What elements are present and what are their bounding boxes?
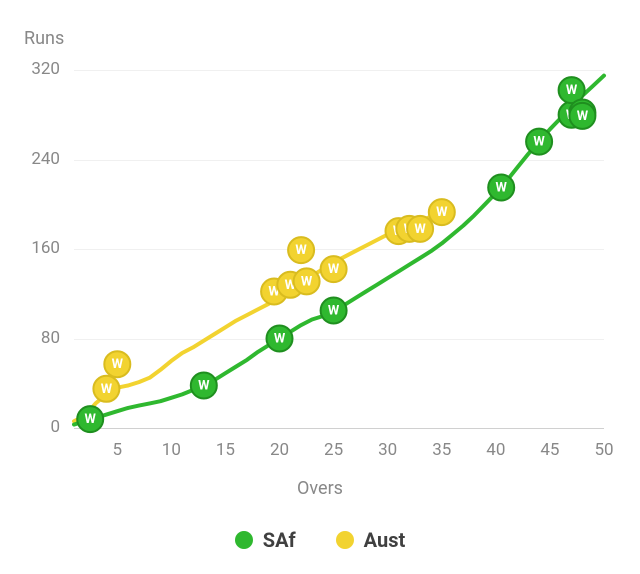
- legend-swatch-saf: [235, 531, 253, 549]
- wicket-marker-aust: W: [104, 351, 130, 377]
- wicket-marker-saf: W: [77, 406, 103, 432]
- x-tick-label: 40: [486, 440, 505, 460]
- wicket-marker-saf: W: [267, 326, 293, 352]
- legend-item-saf: SAf: [235, 528, 296, 552]
- x-tick-label: 10: [162, 440, 181, 460]
- legend-label: Aust: [364, 528, 406, 552]
- legend-item-aust: Aust: [336, 528, 406, 552]
- wicket-marker-aust: W: [407, 216, 433, 242]
- svg-text:W: W: [566, 83, 578, 98]
- svg-text:W: W: [436, 205, 448, 220]
- x-tick-label: 50: [594, 440, 613, 460]
- worm-chart: Runs 080160240320 WWWWWWWWWWWWWWWWWWWWW …: [0, 0, 640, 574]
- svg-text:W: W: [328, 262, 340, 277]
- series-line-aust: [74, 212, 442, 421]
- svg-text:W: W: [496, 181, 508, 196]
- x-axis-title: Overs: [0, 478, 640, 499]
- x-tick-label: 20: [270, 440, 289, 460]
- svg-text:W: W: [85, 412, 97, 427]
- x-tick-label: 5: [112, 440, 122, 460]
- wicket-marker-aust: W: [93, 376, 119, 402]
- svg-text:W: W: [295, 243, 307, 258]
- x-tick-label: 45: [540, 440, 559, 460]
- series-line-saf: [74, 76, 604, 425]
- svg-text:W: W: [533, 135, 545, 150]
- legend: SAf Aust: [0, 528, 640, 552]
- svg-text:W: W: [328, 304, 340, 319]
- x-tick-label: 15: [216, 440, 235, 460]
- x-tick-label: 35: [432, 440, 451, 460]
- x-tick-label: 25: [324, 440, 343, 460]
- legend-label: SAf: [263, 528, 296, 552]
- svg-text:W: W: [274, 332, 286, 347]
- wicket-marker-saf: W: [569, 103, 595, 129]
- legend-swatch-aust: [336, 531, 354, 549]
- wicket-marker-aust: W: [288, 237, 314, 263]
- wicket-marker-saf: W: [321, 298, 347, 324]
- x-tick-label: 30: [378, 440, 397, 460]
- wicket-marker-aust: W: [294, 268, 320, 294]
- svg-text:W: W: [101, 382, 113, 397]
- wicket-marker-aust: W: [321, 256, 347, 282]
- svg-text:W: W: [198, 379, 210, 394]
- wicket-marker-aust: W: [429, 199, 455, 225]
- svg-text:W: W: [112, 357, 124, 372]
- wicket-marker-saf: W: [526, 129, 552, 155]
- wicket-marker-saf: W: [488, 175, 514, 201]
- svg-text:W: W: [577, 109, 589, 124]
- svg-text:W: W: [414, 222, 426, 237]
- wicket-marker-saf: W: [191, 373, 217, 399]
- svg-text:W: W: [301, 274, 313, 289]
